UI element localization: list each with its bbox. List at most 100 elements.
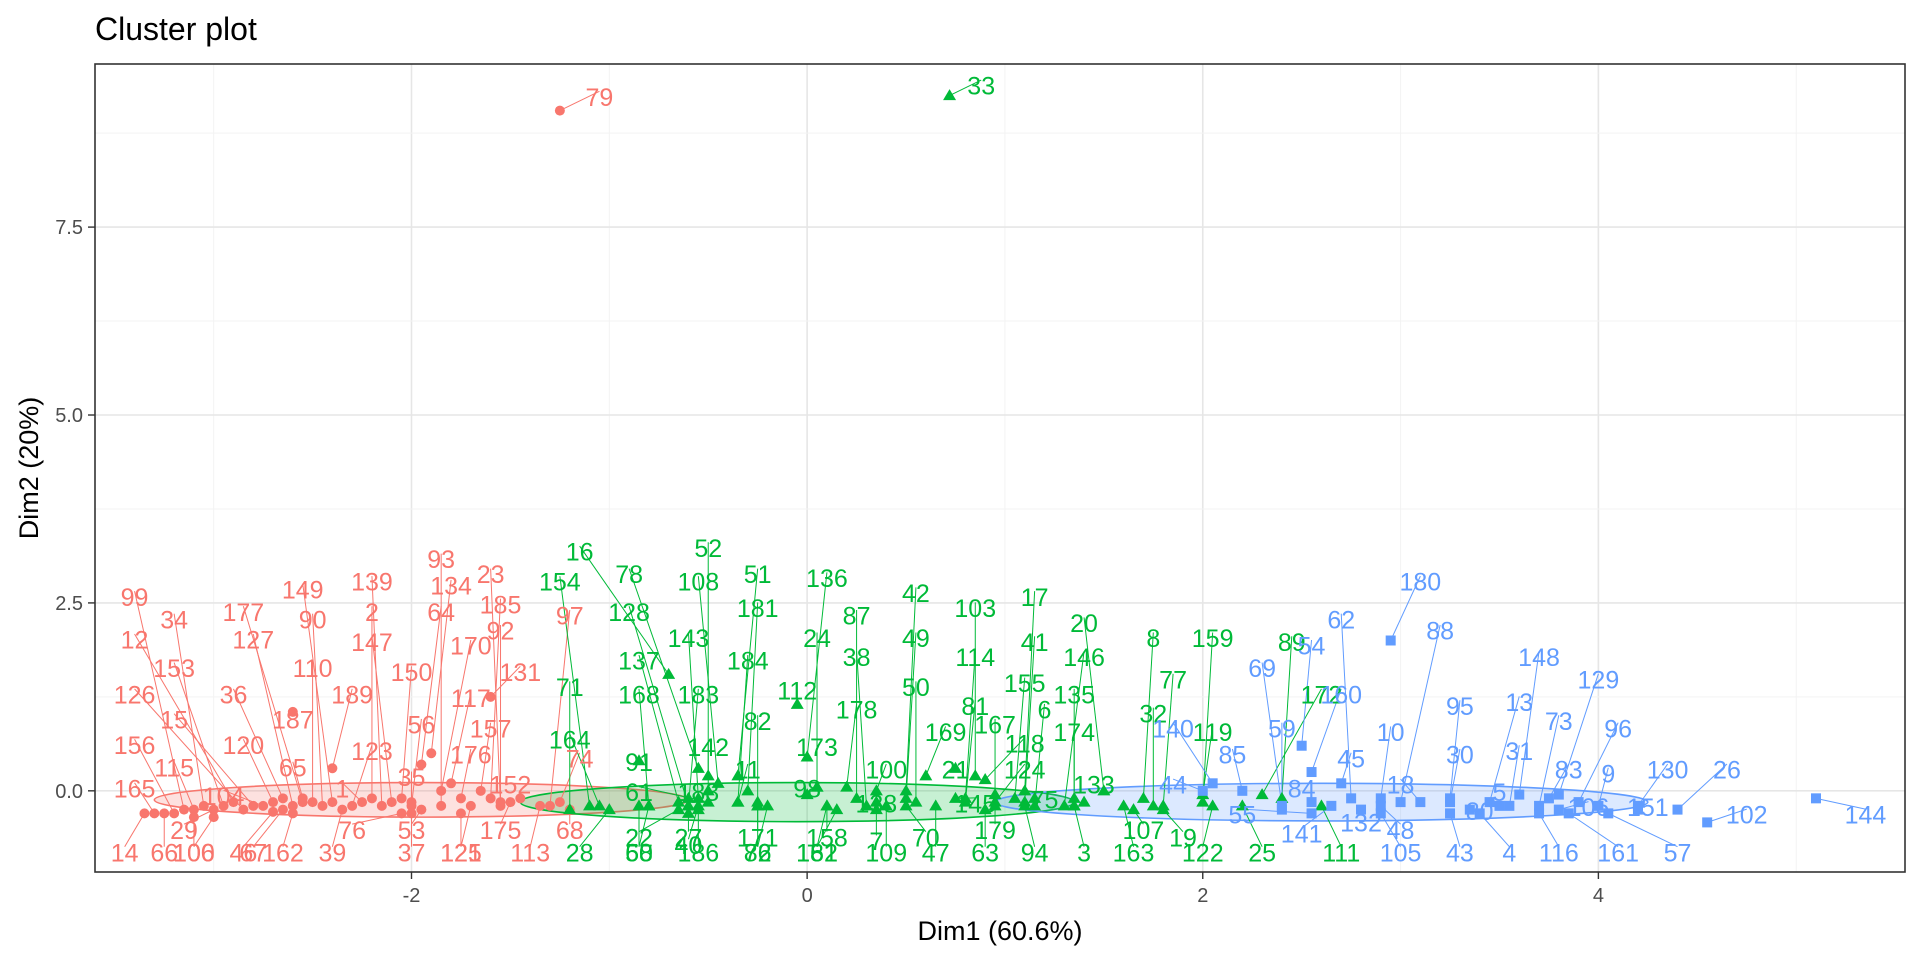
- point-label: 63: [971, 839, 999, 867]
- data-point: [1672, 804, 1683, 815]
- data-point: [515, 793, 526, 804]
- point-label: 23: [477, 561, 505, 589]
- point-label: 10: [1377, 719, 1405, 747]
- data-point: [1593, 800, 1604, 811]
- point-label: 126: [114, 681, 156, 709]
- point-label: 184: [727, 648, 769, 676]
- point-label: 176: [450, 742, 492, 770]
- data-point: [1306, 808, 1317, 819]
- data-point: [632, 754, 646, 766]
- data-point: [1474, 808, 1485, 819]
- label-leader-line: [1014, 677, 1026, 799]
- label-leader-line: [1578, 722, 1619, 803]
- point-label: 116: [1539, 839, 1579, 867]
- data-point: [943, 89, 957, 101]
- label-leader-line: [134, 738, 175, 814]
- label-leader-line: [1568, 812, 1619, 848]
- data-point: [850, 791, 864, 803]
- point-label: 140: [1152, 715, 1194, 743]
- data-point: [1018, 799, 1032, 811]
- y-tick-label: 2.5: [55, 593, 83, 615]
- point-label: 163: [1113, 839, 1155, 867]
- data-point: [592, 799, 606, 811]
- data-point: [701, 784, 715, 796]
- label-leader-line: [964, 700, 976, 803]
- label-leader-line: [1024, 636, 1036, 803]
- point-label: 170: [450, 633, 492, 661]
- label-leader-line: [1301, 639, 1313, 746]
- data-point: [711, 776, 725, 788]
- point-label: 93: [427, 546, 455, 574]
- point-label: 114: [955, 644, 995, 672]
- label-leader-line: [687, 688, 699, 806]
- point-label: 119: [1193, 719, 1233, 747]
- x-axis-title: Dim1 (60.6%): [917, 916, 1082, 946]
- data-point: [544, 800, 555, 811]
- point-label: 118: [1005, 730, 1045, 758]
- data-point: [386, 797, 397, 808]
- label-leader-line: [1538, 813, 1560, 847]
- point-label: 60: [625, 839, 653, 867]
- data-point: [1514, 789, 1525, 800]
- data-point: [337, 804, 348, 815]
- point-label: 111: [1322, 839, 1360, 867]
- label-leader-line: [1202, 726, 1214, 795]
- y-tick-label: 5.0: [55, 405, 83, 427]
- point-label: 160: [1320, 681, 1362, 709]
- point-label: 30: [1446, 742, 1474, 770]
- point-label: 5: [1493, 779, 1507, 807]
- data-point: [455, 808, 466, 819]
- data-point: [869, 795, 883, 807]
- point-label: 141: [1281, 821, 1323, 849]
- point-label: 120: [223, 732, 265, 760]
- label-leader-line: [480, 722, 492, 791]
- label-leader-line: [984, 737, 1026, 780]
- point-label: 24: [803, 625, 831, 653]
- point-label: 42: [902, 580, 930, 608]
- data-point: [1553, 789, 1564, 800]
- data-point: [1385, 635, 1396, 646]
- data-point: [495, 800, 506, 811]
- point-label: 168: [618, 681, 660, 709]
- label-leader-line: [628, 568, 699, 769]
- label-leader-line: [1518, 651, 1540, 795]
- point-label: 3: [1077, 839, 1091, 867]
- point-label: 17: [1021, 584, 1049, 612]
- data-point: [475, 785, 486, 796]
- data-point: [879, 799, 893, 811]
- data-point: [869, 784, 883, 796]
- point-label: 19: [1169, 824, 1197, 852]
- label-leader-line: [371, 636, 393, 803]
- point-label: 133: [1073, 772, 1115, 800]
- label-leader-line: [352, 812, 402, 825]
- point-label: 68: [556, 817, 584, 845]
- point-label: 52: [694, 535, 722, 563]
- data-point: [1445, 808, 1456, 819]
- data-point: [1375, 793, 1386, 804]
- label-leader-line: [411, 718, 422, 806]
- point-label: 128: [608, 599, 650, 627]
- data-point: [169, 808, 180, 819]
- data-point: [790, 697, 804, 709]
- data-point: [978, 773, 992, 785]
- data-point: [681, 799, 695, 811]
- label-leader-line: [1390, 575, 1421, 641]
- label-leader-line: [1449, 748, 1461, 803]
- label-leader-line: [460, 805, 472, 847]
- label-leader-line: [846, 703, 858, 788]
- data-point: [869, 803, 883, 815]
- point-label: 26: [1713, 757, 1741, 785]
- label-leader-line: [1172, 722, 1214, 784]
- data-points: [139, 89, 1821, 828]
- point-label: 109: [865, 839, 907, 867]
- point-label: 150: [391, 659, 433, 687]
- data-point: [1534, 800, 1545, 811]
- point-label: 58: [625, 839, 653, 867]
- point-label: 71: [556, 674, 584, 702]
- label-leader-lines: [124, 79, 1866, 848]
- point-label: 158: [806, 824, 848, 852]
- label-leader-line: [1508, 745, 1520, 806]
- label-leader-line: [529, 805, 541, 847]
- point-label: 157: [470, 715, 512, 743]
- point-label: 152: [490, 772, 532, 800]
